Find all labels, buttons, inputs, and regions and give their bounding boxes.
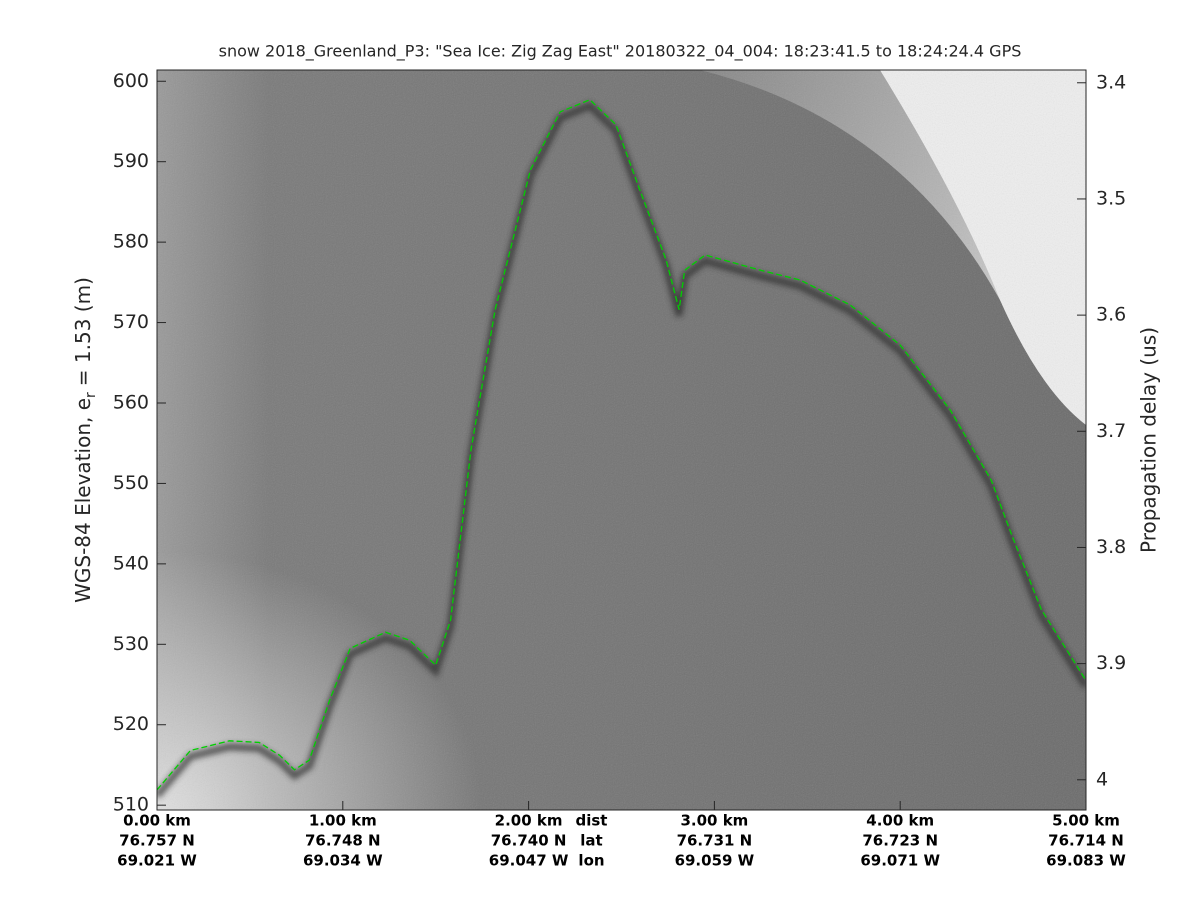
lon-label: 69.071 W — [860, 852, 940, 870]
row-label: dist — [576, 812, 608, 830]
chart-title: snow 2018_Greenland_P3: "Sea Ice: Zig Za… — [219, 42, 1022, 62]
lon-label: 69.034 W — [303, 852, 383, 870]
y2-tick-label: 4 — [1096, 768, 1108, 790]
y2-tick-label: 3.6 — [1096, 304, 1126, 326]
lon-label: 69.083 W — [1046, 852, 1126, 870]
lat-label: 76.731 N — [677, 832, 753, 850]
x-tick-label: 3.00 km — [680, 812, 748, 830]
lon-label: 69.059 W — [675, 852, 755, 870]
y-tick-label: 550 — [113, 472, 149, 494]
lat-label: 76.714 N — [1048, 832, 1124, 850]
lon-label: 69.047 W — [489, 852, 569, 870]
y-tick-label: 580 — [113, 231, 149, 253]
lon-label: 69.021 W — [117, 852, 197, 870]
x-tick-label: 1.00 km — [309, 812, 377, 830]
y-tick-label: 510 — [113, 794, 149, 816]
y-tick-label: 530 — [113, 633, 149, 655]
surface-echo — [157, 101, 1086, 799]
y-tick-label: 540 — [113, 552, 149, 574]
y2-tick-label: 3.5 — [1096, 187, 1126, 209]
surface-line — [157, 99, 1086, 791]
y-tick-label: 570 — [113, 311, 149, 333]
y-axis-label: WGS-84 Elevation, er = 1.53 (m) — [71, 277, 100, 603]
y2-tick-label: 3.8 — [1096, 536, 1126, 558]
lat-label: 76.748 N — [305, 832, 381, 850]
x-tick-label: 4.00 km — [866, 812, 934, 830]
y-tick-label: 560 — [113, 392, 149, 414]
x-tick-label: 5.00 km — [1052, 812, 1120, 830]
row-label: lon — [578, 852, 604, 870]
row-label: lat — [580, 832, 602, 850]
lat-label: 76.757 N — [119, 832, 195, 850]
x-tick-label: 2.00 km — [495, 812, 563, 830]
y2-tick-label: 3.7 — [1096, 420, 1126, 442]
lat-label: 76.723 N — [862, 832, 938, 850]
y-label-sub: r — [83, 392, 99, 398]
y2-tick-label: 3.9 — [1096, 652, 1126, 674]
lat-label: 76.740 N — [491, 832, 567, 850]
echogram — [157, 70, 1086, 810]
plot-frame — [156, 69, 1087, 811]
y-label-text: WGS-84 Elevation, e — [71, 398, 95, 603]
y-label-tail: = 1.53 (m) — [71, 277, 95, 386]
y2-axis-label: Propagation delay (us) — [1137, 327, 1161, 553]
y-tick-label: 520 — [113, 713, 149, 735]
x-tick-label: 0.00 km — [123, 812, 191, 830]
y-tick-label: 600 — [113, 70, 149, 92]
y-tick-label: 590 — [113, 150, 149, 172]
y2-tick-label: 3.4 — [1096, 71, 1126, 93]
